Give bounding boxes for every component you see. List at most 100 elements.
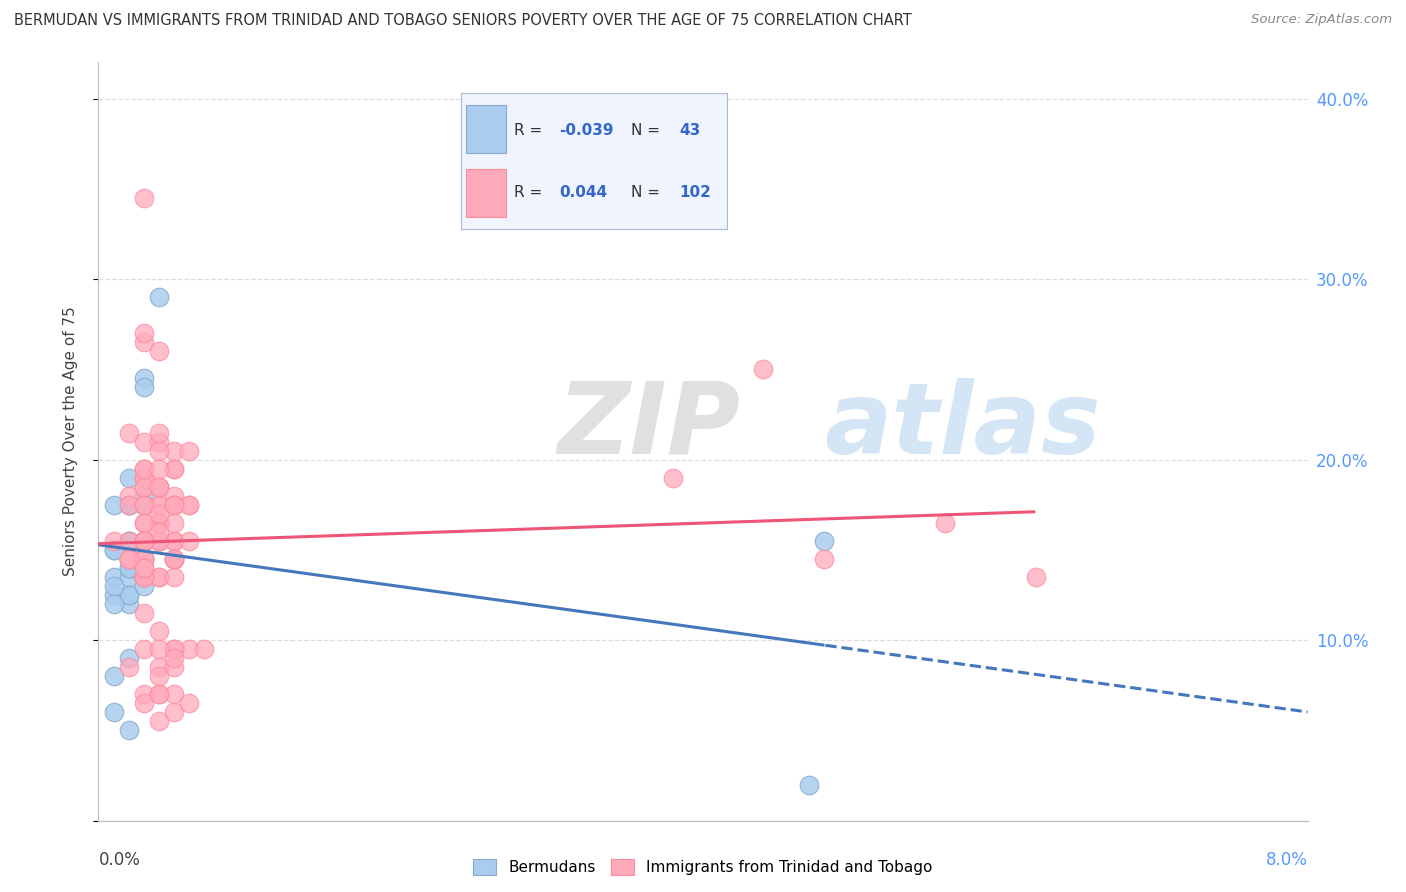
Point bbox=[179, 498, 201, 512]
Point bbox=[163, 533, 186, 548]
Point bbox=[118, 651, 141, 665]
Point bbox=[163, 461, 186, 475]
Point bbox=[163, 443, 186, 458]
Point bbox=[148, 533, 170, 548]
Point bbox=[163, 552, 186, 566]
Point bbox=[148, 570, 170, 584]
Point bbox=[163, 489, 186, 503]
Point bbox=[132, 570, 155, 584]
Point bbox=[148, 498, 170, 512]
Point bbox=[148, 516, 170, 530]
Point bbox=[132, 380, 155, 394]
Point bbox=[661, 470, 683, 484]
Point bbox=[132, 371, 155, 385]
Point bbox=[118, 561, 141, 575]
Point bbox=[148, 425, 170, 440]
Point bbox=[163, 533, 186, 548]
Point bbox=[132, 516, 155, 530]
Point bbox=[103, 533, 125, 548]
Point bbox=[132, 561, 155, 575]
Point bbox=[132, 498, 155, 512]
Point bbox=[148, 498, 170, 512]
Point bbox=[118, 552, 141, 566]
Point bbox=[118, 588, 141, 602]
Point bbox=[132, 696, 155, 710]
Point bbox=[148, 290, 170, 304]
Point bbox=[103, 498, 125, 512]
Point bbox=[132, 470, 155, 484]
Point bbox=[132, 570, 155, 584]
Point bbox=[118, 552, 141, 566]
Point bbox=[148, 714, 170, 729]
Point bbox=[118, 588, 141, 602]
Point bbox=[132, 533, 155, 548]
Point bbox=[148, 533, 170, 548]
Point bbox=[132, 516, 155, 530]
Point bbox=[132, 326, 155, 341]
Point bbox=[148, 516, 170, 530]
Point bbox=[148, 480, 170, 494]
Point bbox=[118, 561, 141, 575]
Point bbox=[132, 533, 155, 548]
Point bbox=[132, 570, 155, 584]
Point bbox=[132, 606, 155, 620]
Point bbox=[132, 533, 155, 548]
Point bbox=[148, 624, 170, 639]
Point bbox=[148, 434, 170, 449]
Point bbox=[132, 552, 155, 566]
Point bbox=[132, 642, 155, 657]
Point bbox=[163, 498, 186, 512]
Point bbox=[118, 552, 141, 566]
Point bbox=[163, 516, 186, 530]
Point bbox=[148, 516, 170, 530]
Text: Source: ZipAtlas.com: Source: ZipAtlas.com bbox=[1251, 13, 1392, 27]
Point bbox=[132, 434, 155, 449]
Point bbox=[103, 579, 125, 593]
Point bbox=[163, 498, 186, 512]
Point bbox=[179, 533, 201, 548]
Point bbox=[163, 651, 186, 665]
Point bbox=[148, 516, 170, 530]
Point bbox=[813, 533, 835, 548]
Point bbox=[934, 516, 956, 530]
Point bbox=[132, 561, 155, 575]
Point bbox=[148, 660, 170, 674]
Point bbox=[103, 542, 125, 557]
Point bbox=[103, 542, 125, 557]
Point bbox=[132, 570, 155, 584]
Point bbox=[118, 498, 141, 512]
Point bbox=[163, 552, 186, 566]
Point bbox=[132, 533, 155, 548]
Point bbox=[148, 687, 170, 701]
Point bbox=[103, 588, 125, 602]
Point bbox=[118, 660, 141, 674]
Point bbox=[118, 552, 141, 566]
Point bbox=[148, 516, 170, 530]
Text: 8.0%: 8.0% bbox=[1265, 851, 1308, 869]
Point bbox=[163, 660, 186, 674]
Point bbox=[118, 498, 141, 512]
Point bbox=[752, 362, 775, 376]
Point bbox=[148, 516, 170, 530]
Point bbox=[118, 533, 141, 548]
Point bbox=[132, 533, 155, 548]
Point bbox=[148, 480, 170, 494]
Point bbox=[132, 498, 155, 512]
Point bbox=[132, 335, 155, 350]
Text: atlas: atlas bbox=[824, 378, 1101, 475]
Point bbox=[132, 480, 155, 494]
Y-axis label: Seniors Poverty Over the Age of 75: Seniors Poverty Over the Age of 75 bbox=[63, 307, 77, 576]
Point bbox=[163, 706, 186, 720]
Point bbox=[132, 552, 155, 566]
Point bbox=[163, 461, 186, 475]
Point bbox=[132, 461, 155, 475]
Point bbox=[179, 498, 201, 512]
Point bbox=[103, 706, 125, 720]
Point bbox=[132, 191, 155, 205]
Point bbox=[132, 552, 155, 566]
Point bbox=[148, 524, 170, 539]
Point bbox=[118, 470, 141, 484]
Point bbox=[1025, 570, 1047, 584]
Point bbox=[179, 696, 201, 710]
Point bbox=[103, 669, 125, 683]
